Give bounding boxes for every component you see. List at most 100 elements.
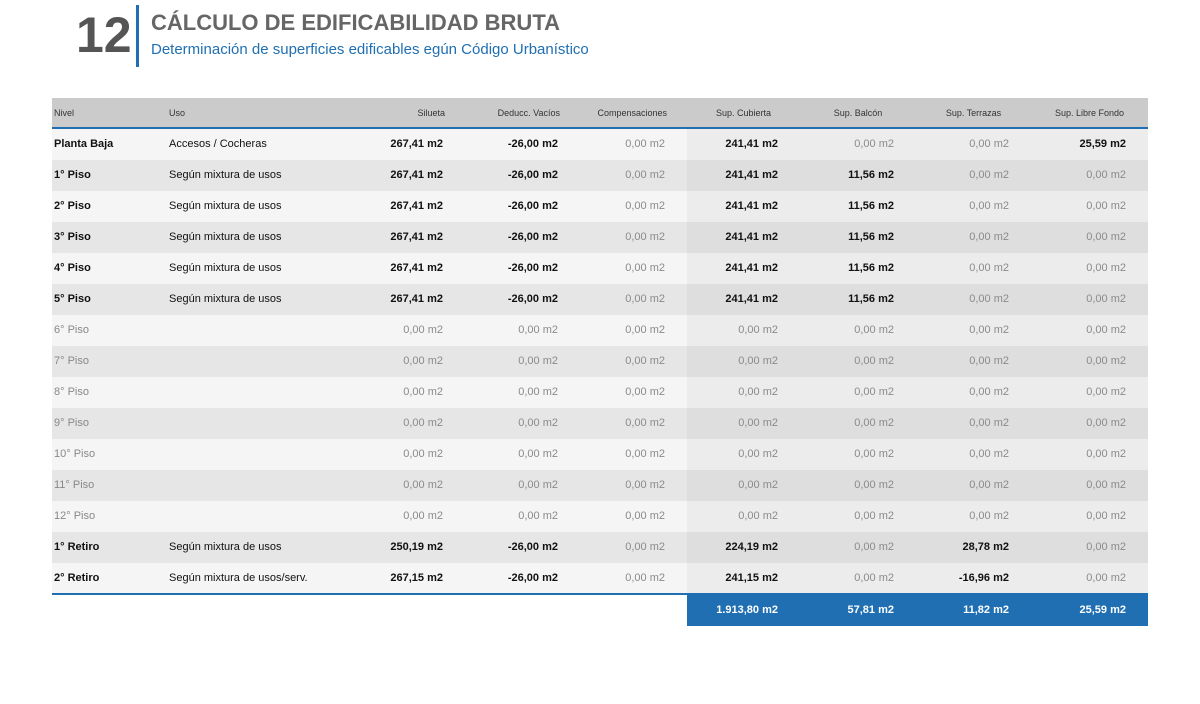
cell: -26,00 m2 xyxy=(465,253,580,284)
cell: 241,41 m2 xyxy=(687,253,800,284)
cell: 0,00 m2 xyxy=(916,222,1031,253)
cell: 241,41 m2 xyxy=(687,222,800,253)
cell: Según mixtura de usos xyxy=(167,160,343,191)
cell: -16,96 m2 xyxy=(916,563,1031,594)
cell: 0,00 m2 xyxy=(580,563,687,594)
footer-rule xyxy=(52,593,1148,595)
cell: 0,00 m2 xyxy=(916,253,1031,284)
cell: 0,00 m2 xyxy=(580,377,687,408)
cell: 0,00 m2 xyxy=(1031,253,1148,284)
cell: 0,00 m2 xyxy=(465,470,580,501)
cell: 0,00 m2 xyxy=(916,377,1031,408)
cell: 241,41 m2 xyxy=(687,160,800,191)
cell: 250,19 m2 xyxy=(343,532,465,563)
cell: -26,00 m2 xyxy=(465,284,580,315)
cell: 224,19 m2 xyxy=(687,532,800,563)
cell xyxy=(167,439,343,470)
cell: 0,00 m2 xyxy=(1031,470,1148,501)
cell: 241,41 m2 xyxy=(687,129,800,160)
cell: Según mixtura de usos/serv. xyxy=(167,563,343,594)
cell: 0,00 m2 xyxy=(1031,377,1148,408)
section-number: 12 xyxy=(76,7,132,63)
cell: 0,00 m2 xyxy=(916,408,1031,439)
cell: 0,00 m2 xyxy=(465,377,580,408)
cell: 0,00 m2 xyxy=(580,532,687,563)
cell: 0,00 m2 xyxy=(343,346,465,377)
cell: 0,00 m2 xyxy=(343,439,465,470)
cell xyxy=(167,346,343,377)
cell: 0,00 m2 xyxy=(916,501,1031,532)
cell: 0,00 m2 xyxy=(1031,501,1148,532)
cell: 0,00 m2 xyxy=(580,439,687,470)
cell: 0,00 m2 xyxy=(580,315,687,346)
cell: Según mixtura de usos xyxy=(167,284,343,315)
cell: 241,15 m2 xyxy=(687,563,800,594)
cell: 241,41 m2 xyxy=(687,191,800,222)
cell: Según mixtura de usos xyxy=(167,253,343,284)
cell: 5° Piso xyxy=(52,284,167,315)
cell: 0,00 m2 xyxy=(465,315,580,346)
cell: Según mixtura de usos xyxy=(167,191,343,222)
cell: 1° Retiro xyxy=(52,532,167,563)
cell: 267,41 m2 xyxy=(343,253,465,284)
cell: 0,00 m2 xyxy=(343,408,465,439)
cell: 0,00 m2 xyxy=(343,501,465,532)
cell: 0,00 m2 xyxy=(580,222,687,253)
subtitle: Determinación de superficies edificables… xyxy=(151,41,589,58)
cell: 0,00 m2 xyxy=(916,346,1031,377)
cell: 0,00 m2 xyxy=(580,129,687,160)
cell: 0,00 m2 xyxy=(916,439,1031,470)
cell: 0,00 m2 xyxy=(343,315,465,346)
cell: 4° Piso xyxy=(52,253,167,284)
cell: 0,00 m2 xyxy=(687,377,800,408)
title: CÁLCULO DE EDIFICABILIDAD BRUTA xyxy=(151,10,561,35)
cell: 0,00 m2 xyxy=(465,439,580,470)
total: 25,59 m2 xyxy=(1031,595,1148,626)
cell: 267,41 m2 xyxy=(343,160,465,191)
total: 11,82 m2 xyxy=(916,595,1031,626)
cell: 0,00 m2 xyxy=(580,284,687,315)
cell: 0,00 m2 xyxy=(580,191,687,222)
cell: 0,00 m2 xyxy=(687,315,800,346)
cell: 267,41 m2 xyxy=(343,284,465,315)
total: 57,81 m2 xyxy=(800,595,916,626)
cell: 0,00 m2 xyxy=(687,439,800,470)
cell: 0,00 m2 xyxy=(580,253,687,284)
cell xyxy=(167,377,343,408)
cell: 25,59 m2 xyxy=(1031,129,1148,160)
cell: 10° Piso xyxy=(52,439,167,470)
cell: 0,00 m2 xyxy=(800,501,916,532)
column-header: Sup. Balcón xyxy=(833,108,883,118)
cell: 12° Piso xyxy=(52,501,167,532)
cell: 11,56 m2 xyxy=(800,191,916,222)
cell: 0,00 m2 xyxy=(580,346,687,377)
cell: 11,56 m2 xyxy=(800,253,916,284)
column-header: Nivel xyxy=(54,108,75,118)
cell: 0,00 m2 xyxy=(687,408,800,439)
total: 1.913,80 m2 xyxy=(687,595,800,626)
column-header: Uso xyxy=(169,108,186,118)
cell: 0,00 m2 xyxy=(1031,408,1148,439)
cell: 0,00 m2 xyxy=(687,470,800,501)
cell: 0,00 m2 xyxy=(800,346,916,377)
cell: 241,41 m2 xyxy=(687,284,800,315)
column-header: Sup. Cubierta xyxy=(715,108,772,118)
cell: 0,00 m2 xyxy=(800,408,916,439)
cell: 11,56 m2 xyxy=(800,284,916,315)
cell: -26,00 m2 xyxy=(465,129,580,160)
cell: 0,00 m2 xyxy=(916,284,1031,315)
cell: 0,00 m2 xyxy=(687,501,800,532)
cell: 0,00 m2 xyxy=(465,408,580,439)
cell: 0,00 m2 xyxy=(800,377,916,408)
cell: 267,41 m2 xyxy=(343,222,465,253)
cell: 0,00 m2 xyxy=(343,470,465,501)
cell: 0,00 m2 xyxy=(800,532,916,563)
cell: 0,00 m2 xyxy=(580,501,687,532)
cell: 0,00 m2 xyxy=(916,191,1031,222)
cell: 3° Piso xyxy=(52,222,167,253)
cell: Según mixtura de usos xyxy=(167,222,343,253)
cell: 0,00 m2 xyxy=(800,315,916,346)
column-header: Silueta xyxy=(417,108,445,118)
cell: 0,00 m2 xyxy=(916,470,1031,501)
